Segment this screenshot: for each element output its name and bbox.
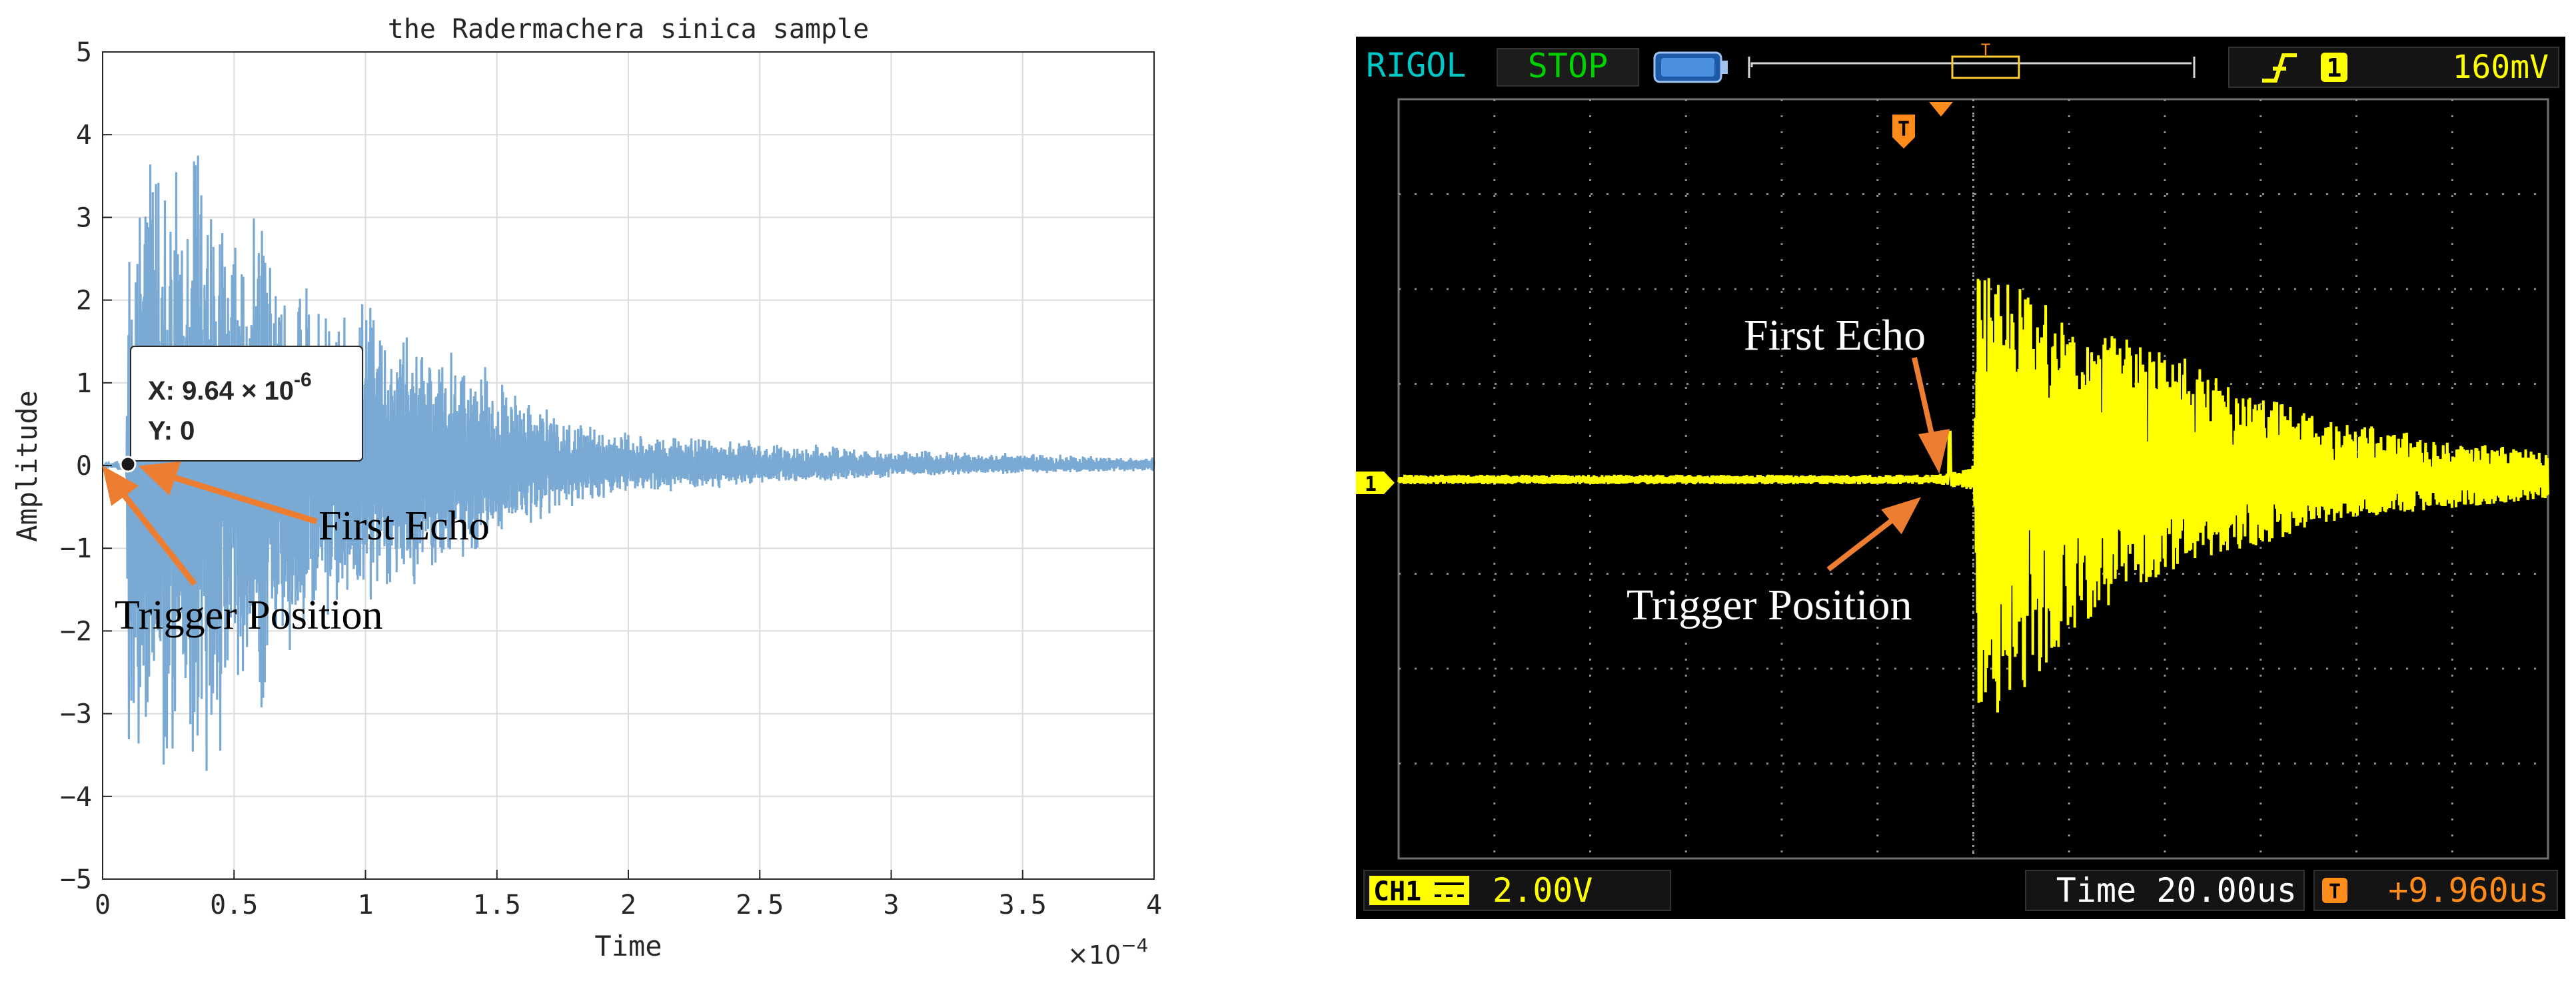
x-tick-label: 4 [1146,890,1162,920]
channel-scale-label: 2.00V [1493,871,1593,910]
x-tick-label: 3.5 [999,890,1047,920]
y-tick-label: −4 [60,782,92,813]
y-tick-label: 5 [76,37,92,68]
timebase-label: Time 20.00us [2056,871,2297,910]
x-multiplier: ×10−4 [1067,934,1148,970]
matlab-chart: the Radermachera sinica sample 0 0.5 1 1.5 2… [11,14,1162,970]
trigger-channel-label: 1 [2327,53,2342,83]
trigger-arrow [116,486,197,586]
memory-trigger-marker: T [1981,41,1990,59]
scope-trace-line [1397,278,2549,713]
ground-marker: 1 [1356,472,1395,496]
x-tick-label: 2.5 [736,890,784,920]
scope-first-echo-arrow [1912,357,1936,441]
y-tick-label: −5 [60,864,92,895]
scope-first-echo-arrowhead [1918,429,1950,474]
datatip-x: X: 9.64 × 10-6 [148,369,312,406]
svg-text:1: 1 [1365,473,1377,496]
rising-edge-icon [2262,53,2297,83]
scope-annotation-arrows [1826,357,1950,572]
trigger-offset-box [2313,870,2558,911]
x-tick-label: 1.5 [473,890,521,920]
x-tick-label: 1 [357,890,373,920]
datatip-y: Y: 0 [148,416,195,446]
x-tick-label: 3 [883,890,899,920]
run-state-label: STOP [1528,47,1608,85]
svg-text:T: T [2329,880,2341,904]
scope-trace [1397,278,2549,713]
channel-badge[interactable] [1369,876,1469,905]
x-tick-label: 2 [620,890,636,920]
scope-first-echo-label: First Echo [1744,311,1926,360]
trigger-position-label: Trigger Position [115,593,383,638]
y-tick-label: 0 [76,451,92,482]
first-echo-label: First Echo [319,503,490,549]
signal-line [102,155,1155,771]
svg-text:T: T [1898,118,1910,141]
x-axis-label: Time [594,930,662,962]
chart-title: the Radermachera sinica sample [388,14,869,45]
trigger-level-label: 160mV [2453,49,2549,86]
trigger-position-marker [1929,102,1953,117]
datatip-box[interactable] [130,346,363,462]
oscilloscope-screen: RIGOL STOP T 1 160mV T 1 First Echo Tr [1356,37,2565,919]
y-tick-label: −1 [60,533,92,564]
trigger-offset-label: +9.960us [2388,871,2549,910]
y-tick-label: 2 [76,286,92,316]
timebase-box [2025,870,2305,911]
scope-trigger-arrowhead [1881,497,1922,535]
y-tick-label: 1 [76,368,92,399]
y-tick-label: 3 [76,202,92,233]
trigger-t-marker: T [1892,115,1915,149]
brand-label: RIGOL [1366,46,1467,85]
battery-icon [1653,51,1728,83]
datatip-marker[interactable] [119,456,137,473]
y-tick-label: −3 [60,699,92,730]
x-tick-label: 0.5 [210,890,258,920]
x-axis-ticks: 0 0.5 1 1.5 2 2.5 3 3.5 4 [95,870,1162,920]
trigger-channel-badge [2321,53,2347,82]
scope-trigger-arrow [1826,515,1898,572]
y-axis-ticks: −5 −4 −3 −2 −1 0 1 2 3 4 5 [60,37,112,895]
y-tick-label: −2 [60,616,92,647]
memory-position-bar [1748,55,2196,79]
annotation-arrows [102,461,318,586]
channel-label: CH1 [1373,876,1421,907]
first-echo-arrow [164,472,318,525]
signal-trace [102,155,1155,771]
trigger-offset-icon: T [2322,878,2347,904]
y-tick-label: 4 [76,120,92,151]
dc-coupling-icon [1435,882,1464,897]
x-tick-label: 0 [95,890,111,920]
scope-trigger-position-label: Trigger Position [1626,581,1912,629]
run-state-box[interactable] [1497,48,1639,87]
trigger-arrowhead [102,466,139,506]
first-echo-arrowhead [138,461,181,496]
y-axis-label: Amplitude [11,390,43,542]
